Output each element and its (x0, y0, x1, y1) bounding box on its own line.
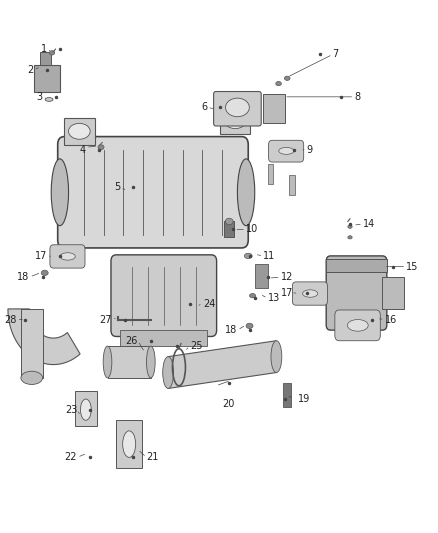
Ellipse shape (226, 98, 249, 117)
FancyBboxPatch shape (293, 282, 328, 305)
Ellipse shape (225, 218, 233, 224)
Text: 24: 24 (203, 298, 215, 309)
Text: 21: 21 (146, 453, 159, 463)
Ellipse shape (51, 159, 68, 225)
Ellipse shape (244, 253, 252, 259)
FancyBboxPatch shape (335, 310, 380, 341)
Bar (283, 383, 291, 407)
Text: 3: 3 (36, 92, 42, 102)
Ellipse shape (45, 98, 53, 101)
Bar (120, 330, 207, 346)
Ellipse shape (303, 290, 318, 297)
FancyBboxPatch shape (58, 136, 248, 248)
Text: 14: 14 (363, 219, 375, 229)
Ellipse shape (348, 236, 352, 239)
Text: 4: 4 (80, 145, 86, 155)
Text: 6: 6 (201, 102, 207, 112)
Bar (21, 309, 42, 378)
Ellipse shape (21, 371, 42, 384)
Bar (40, 52, 51, 65)
Ellipse shape (271, 341, 282, 373)
Ellipse shape (68, 123, 90, 139)
Ellipse shape (103, 346, 112, 378)
FancyBboxPatch shape (50, 245, 85, 268)
Ellipse shape (347, 319, 368, 331)
Ellipse shape (123, 431, 136, 457)
Ellipse shape (41, 270, 48, 276)
FancyBboxPatch shape (214, 92, 261, 126)
Ellipse shape (81, 399, 91, 420)
Text: 7: 7 (333, 50, 339, 59)
Ellipse shape (98, 145, 104, 150)
Bar (268, 164, 273, 184)
FancyBboxPatch shape (111, 255, 217, 336)
Ellipse shape (279, 148, 294, 155)
Text: 19: 19 (298, 394, 310, 404)
Ellipse shape (237, 159, 255, 225)
Ellipse shape (146, 346, 155, 378)
Bar (326, 259, 387, 272)
Text: 1: 1 (41, 44, 47, 54)
Ellipse shape (348, 225, 352, 228)
Ellipse shape (246, 323, 253, 328)
FancyBboxPatch shape (326, 256, 387, 330)
Text: 22: 22 (65, 453, 77, 463)
Bar (107, 346, 151, 378)
Bar (34, 65, 60, 92)
Text: 23: 23 (65, 405, 77, 415)
FancyBboxPatch shape (268, 140, 304, 162)
Bar (75, 391, 97, 425)
Text: 2: 2 (28, 66, 34, 75)
Ellipse shape (284, 76, 290, 80)
Ellipse shape (250, 294, 256, 298)
Text: 20: 20 (223, 399, 235, 409)
Text: 12: 12 (281, 272, 293, 282)
Text: 10: 10 (246, 224, 258, 235)
Text: 11: 11 (263, 251, 276, 261)
Ellipse shape (163, 357, 173, 389)
Polygon shape (64, 118, 95, 144)
Text: 25: 25 (190, 341, 202, 351)
Text: 13: 13 (268, 293, 280, 303)
Polygon shape (220, 108, 251, 134)
Bar (224, 221, 234, 237)
Text: 8: 8 (354, 92, 360, 102)
Text: 15: 15 (406, 262, 419, 271)
Ellipse shape (60, 253, 75, 260)
Text: 16: 16 (385, 314, 397, 325)
Bar (255, 264, 268, 288)
Text: 18: 18 (225, 325, 237, 335)
Text: 17: 17 (35, 251, 47, 261)
Polygon shape (8, 309, 80, 365)
Text: 5: 5 (114, 182, 120, 192)
Text: 17: 17 (281, 288, 294, 298)
Text: 26: 26 (125, 336, 138, 346)
Text: 9: 9 (307, 145, 313, 155)
Polygon shape (168, 341, 276, 389)
Bar (382, 277, 404, 309)
Bar (116, 420, 142, 468)
Ellipse shape (224, 113, 246, 128)
Text: 18: 18 (18, 272, 29, 282)
Text: 28: 28 (4, 314, 17, 325)
Ellipse shape (49, 51, 55, 55)
Bar (263, 94, 285, 123)
Ellipse shape (276, 82, 281, 86)
Bar (290, 175, 295, 195)
Text: 27: 27 (99, 314, 112, 325)
